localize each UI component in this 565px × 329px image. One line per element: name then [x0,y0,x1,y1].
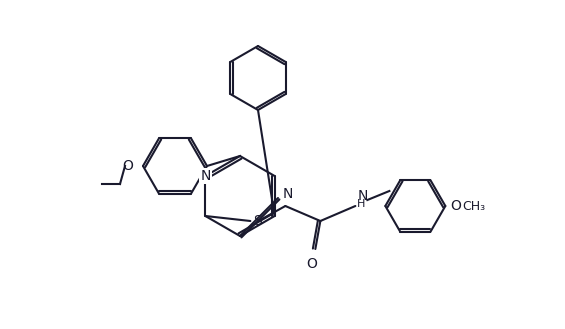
Text: S: S [253,214,262,228]
Text: N: N [357,189,368,203]
Text: CH₃: CH₃ [462,199,485,213]
Text: N: N [200,169,211,183]
Text: N: N [283,187,293,201]
Text: O: O [450,199,461,213]
Text: O: O [122,159,133,173]
Text: O: O [306,257,317,271]
Text: H: H [357,199,366,209]
